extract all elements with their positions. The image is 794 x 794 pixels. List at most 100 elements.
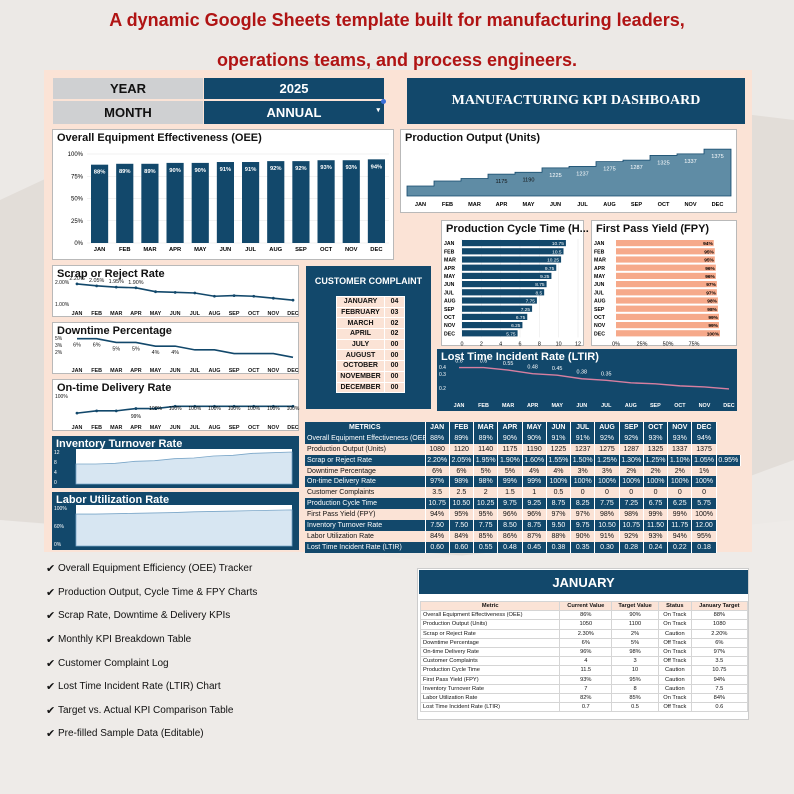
oee-xtick: MAR: [143, 247, 157, 253]
january-value-cell: 5%: [611, 637, 659, 648]
metrics-value-cell: 1.55%: [546, 454, 572, 466]
complaint-card: CUSTOMER COMPLAINT JANUARY 04 FEBRUARY 03 MA…: [306, 266, 431, 409]
inventory-ytick: 0: [54, 480, 57, 486]
ontime-chart-card: On-time Delivery Rate 100% JAN FEB MAR APR MA…: [52, 379, 300, 431]
cycle-xtick: 6: [519, 341, 522, 347]
ontime-xtick: MAR: [110, 425, 122, 431]
cycle-xtick: 4: [499, 341, 502, 347]
metrics-value-cell: 1%: [691, 465, 717, 477]
ontime-point: [154, 407, 157, 410]
feature-label: Overall Equipment Efficiency (OEE) Track…: [58, 563, 253, 575]
cycle-ytick: JAN: [444, 241, 455, 247]
selection-handle[interactable]: [381, 99, 386, 104]
complaint-count: 00: [384, 381, 405, 394]
fpy-bar: [616, 264, 716, 271]
january-metric-cell: Production Cycle Time: [419, 665, 561, 676]
metrics-value-cell: 90%: [570, 530, 596, 542]
january-value-cell: 8: [611, 683, 659, 694]
metrics-value-cell: 8.75: [522, 520, 547, 531]
metrics-value-cell: 95%: [473, 509, 499, 521]
fpy-ytick: JUN: [594, 282, 605, 288]
metrics-value-cell: 8.50: [497, 520, 523, 531]
feature-item: ✔ Lost Time Incident Rate (LTIR) Chart: [46, 675, 257, 699]
check-icon: ✔: [46, 704, 56, 717]
metrics-value-cell: 97%: [425, 476, 450, 488]
metrics-value-cell: 0: [691, 487, 717, 499]
cycle-bar: [462, 330, 518, 337]
feature-label: Scrap Rate, Downtime & Delivery KPIs: [58, 610, 231, 622]
oee-xtick: MAY: [194, 247, 206, 253]
metrics-value-cell: 93%: [643, 530, 669, 542]
production-chart-card: Production Output (Units) 1175 1190 1225 12…: [400, 129, 737, 213]
ontime-xtick: DEC: [287, 425, 298, 431]
january-value-cell: 2%: [611, 628, 659, 639]
ltir-xtick: DEC: [723, 403, 734, 409]
labor-ytick: 60%: [54, 524, 65, 530]
year-label: YEAR: [53, 78, 203, 99]
metrics-value-cell: 1275: [594, 443, 620, 455]
metrics-value-cell: 0: [667, 487, 693, 499]
metrics-name-cell: Overall Equipment Effectiveness (OEE): [305, 432, 426, 444]
fpy-ytick: JAN: [594, 241, 605, 247]
feature-label: Target vs. Actual KPI Comparison Table: [58, 704, 234, 716]
metrics-value-cell: 1375: [691, 443, 717, 455]
downtime-ytick: 3%: [55, 343, 63, 349]
dashboard-title: MANUFACTURING KPI DASHBOARD: [407, 78, 745, 124]
month-select[interactable]: ANNUAL ▾: [204, 101, 384, 124]
metrics-value-cell: 1.25%: [643, 454, 669, 466]
metrics-header-cell: JAN: [425, 422, 450, 433]
metrics-value-cell: 84%: [449, 530, 475, 542]
metrics-value-cell: 100%: [619, 476, 644, 488]
inventory-chart: 12 8 4 0: [54, 449, 293, 486]
fpy-data-label: 95%: [704, 258, 714, 264]
oee-bar: [116, 163, 134, 243]
metrics-value-cell: 97%: [570, 509, 596, 521]
oee-ytick: 75%: [71, 174, 84, 180]
scrap-point: [114, 285, 118, 289]
fpy-xtick: 0%: [612, 341, 620, 347]
ontime-chart: 100% JAN FEB MAR APR MAY JUN JUL AUG SEP OCT NOV DEC…: [55, 394, 300, 431]
ltir-line: [459, 366, 730, 390]
downtime-xtick: JUN: [170, 368, 181, 374]
ontime-xtick: OCT: [248, 425, 260, 431]
metrics-value-cell: 100%: [691, 476, 717, 488]
metrics-name-cell: Labor Utilization Rate: [305, 530, 426, 542]
scrap-point: [95, 284, 99, 288]
production-xtick: AUG: [603, 202, 615, 208]
metrics-value-cell: 0.60: [425, 541, 450, 553]
check-icon: ✔: [46, 681, 56, 694]
january-value-cell: 2.30%: [559, 628, 613, 639]
year-value[interactable]: 2025: [204, 78, 384, 99]
metrics-value-cell: 1: [522, 487, 547, 499]
cycle-title: Production Cycle Time (H...: [446, 223, 589, 235]
january-value-cell: 93%: [559, 674, 613, 685]
fpy-bar: [616, 305, 718, 312]
complaint-row: AUGUST 00: [336, 349, 405, 362]
ltir-data-label: 0.38: [576, 370, 587, 376]
metrics-value-cell: 3%: [570, 465, 596, 477]
metrics-header-cell: JUN: [546, 422, 572, 433]
feature-item: ✔ Overall Equipment Efficiency (OEE) Trac…: [46, 557, 257, 581]
metrics-value-cell: 92%: [619, 432, 644, 444]
complaint-month: OCTOBER: [336, 360, 385, 372]
ontime-data-label: 100%: [247, 406, 260, 412]
january-value-cell: 82%: [559, 692, 613, 704]
fpy-bar: [616, 313, 719, 320]
production-data-label: 1375: [711, 154, 723, 160]
january-value-cell: Caution: [657, 628, 692, 639]
metrics-header-cell: OCT: [643, 422, 669, 433]
fpy-data-label: 95%: [704, 249, 714, 255]
ltir-data-label: 0.6: [480, 359, 488, 365]
ltir-xtick: JAN: [454, 403, 465, 409]
scrap-xtick: MAY: [150, 311, 162, 317]
labor-chart-card: Labor Utilization Rate 100% 60% 0%: [52, 492, 299, 550]
oee-ytick: 25%: [71, 219, 84, 225]
oee-xtick: JAN: [94, 247, 106, 253]
metrics-header-cell: JUL: [570, 422, 596, 433]
january-row: Downtime Percentage 6% 5% Off Track 6%: [419, 637, 749, 648]
oee-data-label: 91%: [245, 167, 257, 173]
production-xtick: MAR: [468, 202, 481, 208]
metrics-value-cell: 2.5: [449, 487, 475, 499]
ltir-data-label: 0.6: [455, 359, 463, 365]
metrics-value-cell: 90%: [497, 432, 523, 444]
